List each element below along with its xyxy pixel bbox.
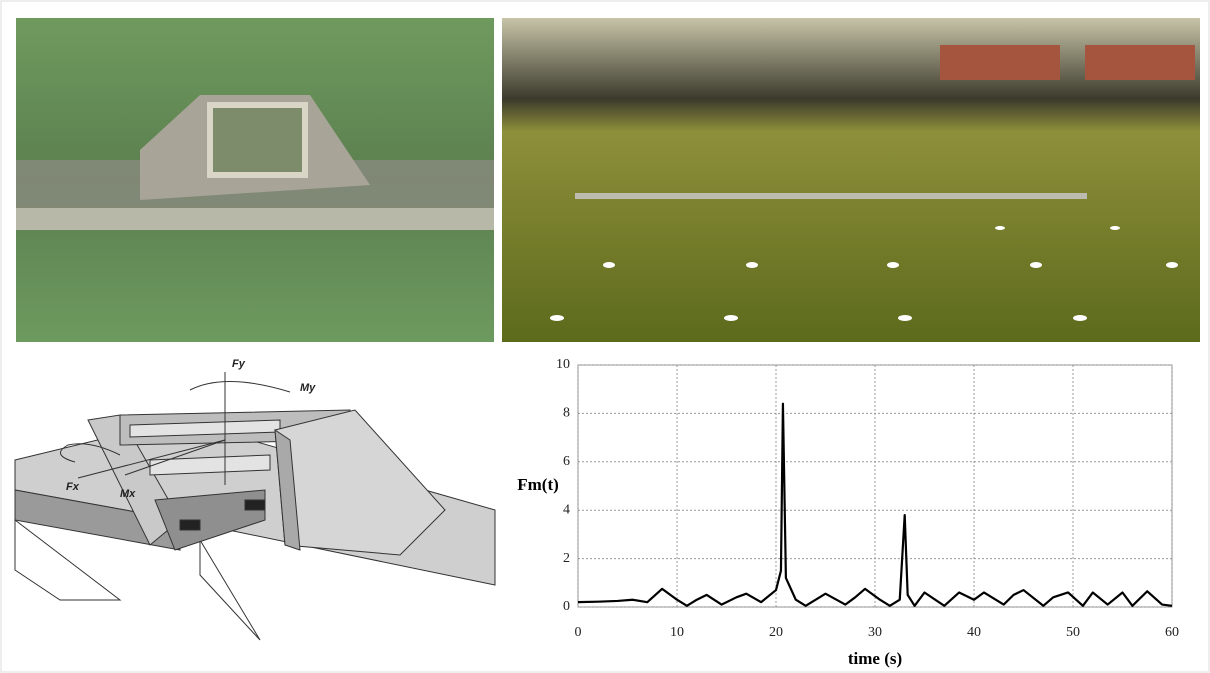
x-tick-label: 40 bbox=[967, 625, 981, 640]
force-label: My bbox=[300, 382, 316, 394]
model-diagram bbox=[15, 372, 495, 640]
y-tick-label: 10 bbox=[556, 357, 570, 372]
y-tick-label: 4 bbox=[563, 502, 570, 517]
force-label: Fx bbox=[66, 481, 80, 493]
photo-model bbox=[16, 18, 494, 342]
y-tick-label: 6 bbox=[563, 454, 570, 469]
x-axis-label: time (s) bbox=[848, 649, 902, 668]
force-label: Mx bbox=[120, 488, 136, 500]
x-tick-label: 60 bbox=[1165, 625, 1179, 640]
x-tick-label: 20 bbox=[769, 625, 783, 640]
photo-basin bbox=[502, 18, 1200, 342]
figure-canvas: Fy My Fx Mx 0 2 4 6 8 10 0 10 20 30 40 50 60 time (s) Fm(… bbox=[0, 0, 1210, 673]
y-tick-label: 0 bbox=[563, 599, 570, 614]
force-label: Fy bbox=[232, 358, 246, 370]
figure: Fy My Fx Mx 0 2 4 6 8 10 0 10 20 30 40 50 60 time (s) Fm(… bbox=[0, 0, 1210, 673]
x-tick-label: 0 bbox=[575, 625, 582, 640]
x-tick-label: 10 bbox=[670, 625, 684, 640]
y-tick-label: 2 bbox=[563, 551, 570, 566]
y-tick-label: 8 bbox=[563, 406, 570, 421]
y-axis-label: Fm(t) bbox=[517, 475, 559, 494]
x-tick-label: 50 bbox=[1066, 625, 1080, 640]
x-tick-label: 30 bbox=[868, 625, 882, 640]
